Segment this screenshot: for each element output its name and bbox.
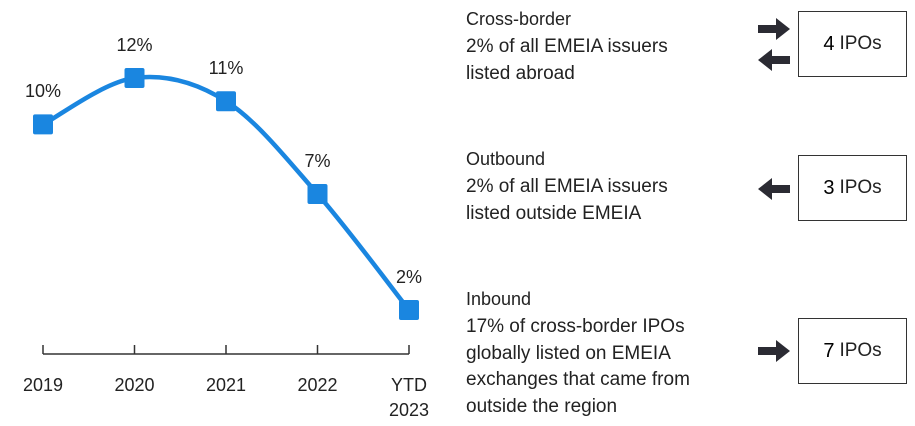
panel-text: 2% of all EMEIA issuers <box>466 176 668 197</box>
marker <box>216 91 236 112</box>
value-label: 7% <box>304 151 330 171</box>
ipo-count: 4 <box>823 32 835 55</box>
marker <box>307 184 328 204</box>
panel-text: listed outside EMEIA <box>466 202 642 224</box>
ipo-box: 3 IPOs <box>798 155 907 221</box>
arrows <box>758 18 790 362</box>
panel-text: 2% of all EMEIA issuers <box>466 36 668 57</box>
value-label: 11% <box>209 58 244 78</box>
ipo-count: 7 <box>823 339 835 362</box>
x-tick-label: 2022 <box>297 375 338 395</box>
value-label: 2% <box>396 267 422 287</box>
panel-text: listed abroad <box>466 62 575 84</box>
value-label: 12% <box>116 35 152 55</box>
ipo-unit: IPOs <box>839 340 882 361</box>
panel-text: 17% of cross-border IPOs <box>466 316 685 337</box>
x-tick-label: 2020 <box>114 375 155 395</box>
x-tick-label: YTD 2023 <box>388 375 430 420</box>
panel-text: exchanges that came from <box>466 369 690 391</box>
panel-text: globally listed on EMEIA <box>466 342 671 364</box>
panel-title: Outbound <box>466 149 546 169</box>
marker <box>33 114 53 135</box>
line <box>41 74 411 312</box>
ipo-unit: IPOs <box>839 33 882 54</box>
panel-title: Cross-border <box>466 9 572 29</box>
marker <box>124 68 145 88</box>
ipo-unit: IPOs <box>839 177 882 198</box>
marker <box>399 300 419 320</box>
ipo-count: 3 <box>823 176 835 199</box>
x-tick-label: 2019 <box>22 375 64 395</box>
value-label: 10% <box>25 81 61 101</box>
panel-text: outside the region <box>466 396 618 418</box>
x-tick-label: 2021 <box>205 375 247 395</box>
ipo-box: 4 IPOs <box>798 11 907 77</box>
ipo-box: 7 IPOs <box>798 318 907 384</box>
panel-title: Inbound <box>466 289 532 309</box>
